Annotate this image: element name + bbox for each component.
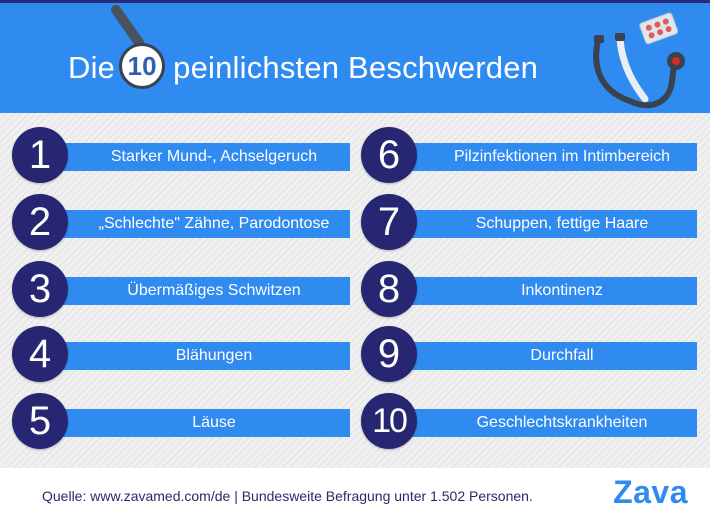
item-label: Geschlechtskrankheiten <box>401 409 697 437</box>
list-item: Pilzinfektionen im Intimbereich 6 <box>361 127 697 187</box>
item-number: 1 <box>12 127 68 183</box>
item-number: 2 <box>12 194 68 250</box>
item-label: Pilzinfektionen im Intimbereich <box>401 143 697 171</box>
title-suffix: peinlichsten Beschwerden <box>173 50 539 85</box>
magnifier-icon: 10 <box>109 3 169 93</box>
list-item: Durchfall 9 <box>361 326 697 386</box>
zava-logo: Zava <box>613 474 688 510</box>
item-number: 5 <box>12 393 68 449</box>
list-item: Blähungen 4 <box>12 326 350 386</box>
header-banner: Die 10 peinlichsten Beschwerden <box>0 0 710 113</box>
page-title: Die 10 peinlichsten Beschwerden <box>68 3 539 93</box>
item-number: 9 <box>361 326 417 382</box>
item-label: Durchfall <box>401 342 697 370</box>
list-item: Läuse 5 <box>12 393 350 453</box>
footer: Quelle: www.zavamed.com/de | Bundesweite… <box>0 468 710 521</box>
item-number: 7 <box>361 194 417 250</box>
item-label: Starker Mund-, Achselgeruch <box>52 143 350 171</box>
item-label: Läuse <box>52 409 350 437</box>
item-label: Blähungen <box>52 342 350 370</box>
item-number: 8 <box>361 261 417 317</box>
item-label: „Schlechte" Zähne, Parodontose <box>52 210 350 238</box>
item-number: 6 <box>361 127 417 183</box>
item-number: 4 <box>12 326 68 382</box>
list-item: Starker Mund-, Achselgeruch 1 <box>12 127 350 187</box>
item-label: Schuppen, fettige Haare <box>401 210 697 238</box>
list-item: Schuppen, fettige Haare 7 <box>361 194 697 254</box>
title-number: 10 <box>119 43 166 89</box>
list-item: Geschlechtskrankheiten 10 <box>361 393 697 453</box>
item-number: 10 <box>361 393 417 449</box>
list-item: Inkontinenz 8 <box>361 261 697 321</box>
source-text: Quelle: www.zavamed.com/de | Bundesweite… <box>42 488 533 504</box>
item-label: Inkontinenz <box>401 277 697 305</box>
complaints-list: Starker Mund-, Achselgeruch 1 „Schlechte… <box>0 113 710 468</box>
item-number: 3 <box>12 261 68 317</box>
stethoscope-icon <box>593 12 685 109</box>
list-item: „Schlechte" Zähne, Parodontose 2 <box>12 194 350 254</box>
item-label: Übermäßiges Schwitzen <box>52 277 350 305</box>
title-prefix: Die <box>68 50 116 85</box>
list-item: Übermäßiges Schwitzen 3 <box>12 261 350 321</box>
